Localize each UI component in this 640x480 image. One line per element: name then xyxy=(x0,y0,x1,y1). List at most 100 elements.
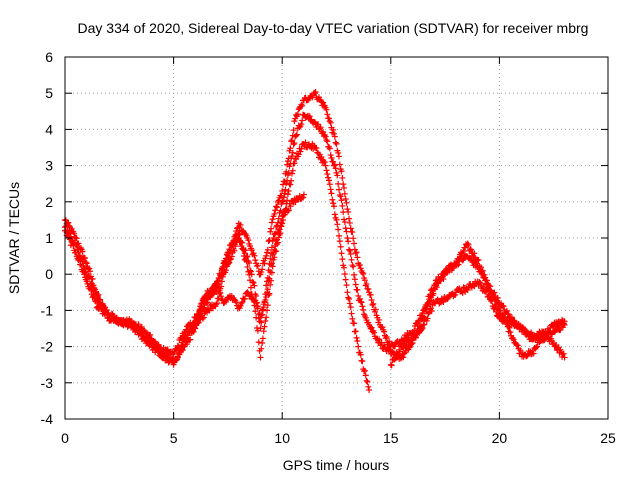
data-point xyxy=(269,216,276,223)
data-point xyxy=(341,264,348,271)
data-point xyxy=(284,197,291,204)
data-point xyxy=(418,326,425,333)
data-point xyxy=(392,355,399,362)
data-point xyxy=(103,306,110,313)
data-point xyxy=(350,263,357,270)
data-point xyxy=(273,204,280,211)
data-point xyxy=(239,299,246,306)
data-point xyxy=(344,289,351,296)
data-point xyxy=(225,248,232,255)
data-point xyxy=(252,308,259,315)
data-point xyxy=(129,322,136,329)
data-point xyxy=(195,311,202,318)
data-point xyxy=(370,300,377,307)
data-point xyxy=(430,290,437,297)
axis-ticks xyxy=(64,56,609,420)
y-tick-label: 2 xyxy=(45,194,53,210)
data-point xyxy=(346,215,353,222)
data-point xyxy=(366,387,373,394)
data-point xyxy=(228,253,235,260)
data-point xyxy=(329,196,336,203)
data-point xyxy=(200,314,207,321)
data-point xyxy=(248,247,255,254)
data-point xyxy=(257,354,264,361)
data-point xyxy=(337,193,344,200)
data-point xyxy=(339,256,346,263)
data-point xyxy=(155,341,162,348)
data-point xyxy=(189,327,196,334)
data-point xyxy=(194,312,201,319)
data-point xyxy=(313,145,320,152)
data-point xyxy=(245,268,252,275)
data-point xyxy=(217,289,224,296)
data-point xyxy=(324,171,331,178)
data-point xyxy=(341,184,348,191)
data-point xyxy=(360,270,367,277)
data-point xyxy=(291,160,298,167)
data-point xyxy=(361,367,368,374)
data-point xyxy=(334,221,341,228)
data-point xyxy=(182,329,189,336)
data-point xyxy=(259,335,266,342)
data-point xyxy=(359,269,366,276)
data-point xyxy=(560,321,567,328)
data-point xyxy=(222,255,229,262)
data-point xyxy=(340,209,347,216)
data-point xyxy=(560,350,567,357)
data-point xyxy=(396,348,403,355)
data-point xyxy=(240,246,247,253)
data-point xyxy=(326,181,333,188)
data-point xyxy=(258,312,265,319)
data-point xyxy=(341,219,348,226)
data-point xyxy=(400,354,407,361)
data-point xyxy=(287,181,294,188)
data-point xyxy=(340,181,347,188)
data-point xyxy=(361,277,368,284)
data-point xyxy=(320,133,327,140)
data-point xyxy=(306,113,313,120)
data-point xyxy=(120,322,127,329)
data-point xyxy=(386,346,393,353)
data-point xyxy=(344,235,351,241)
data-point xyxy=(465,241,472,248)
y-axis-label: SDTVAR / TECUs xyxy=(6,182,22,294)
data-point xyxy=(254,325,261,332)
data-point xyxy=(67,230,74,237)
data-point xyxy=(323,106,330,113)
data-point xyxy=(346,300,353,307)
data-point xyxy=(190,328,197,335)
data-point xyxy=(336,161,343,168)
y-tick-label: 5 xyxy=(45,85,53,101)
data-point xyxy=(351,271,358,278)
data-point xyxy=(325,174,332,181)
data-point xyxy=(345,294,352,301)
data-point xyxy=(218,267,225,274)
data-point xyxy=(349,229,356,236)
data-point xyxy=(345,208,352,215)
data-point xyxy=(244,263,251,270)
data-point xyxy=(334,172,341,179)
data-point xyxy=(198,303,205,310)
data-point xyxy=(345,238,352,245)
data-point xyxy=(322,162,329,169)
data-point xyxy=(440,275,447,282)
data-point xyxy=(263,252,270,259)
data-point xyxy=(274,219,281,226)
x-axis-label: GPS time / hours xyxy=(283,457,390,473)
data-point xyxy=(336,191,343,198)
data-point xyxy=(218,293,225,300)
data-point xyxy=(278,219,285,226)
data-point xyxy=(325,115,332,122)
data-point xyxy=(283,180,290,187)
data-point xyxy=(500,303,507,310)
data-point xyxy=(533,344,540,351)
data-point xyxy=(321,102,328,109)
data-point xyxy=(347,225,354,232)
data-point xyxy=(233,299,240,306)
data-point xyxy=(477,279,484,286)
data-point xyxy=(336,186,343,193)
data-point xyxy=(317,124,324,131)
data-point xyxy=(299,102,306,109)
data-point xyxy=(259,266,266,273)
